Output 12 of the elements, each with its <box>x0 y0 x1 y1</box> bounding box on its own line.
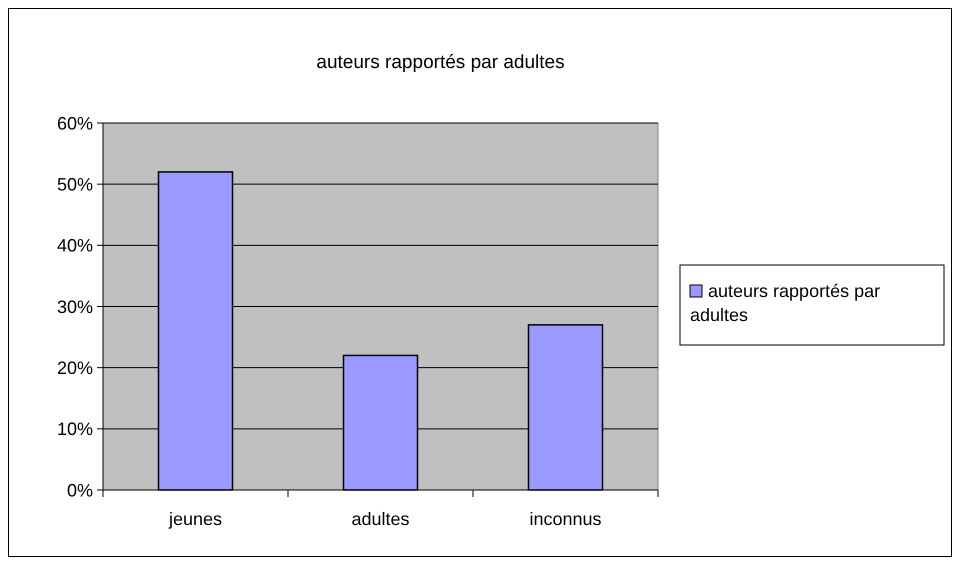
y-tick-label: 40% <box>56 236 93 256</box>
y-tick-label: 0% <box>66 480 93 500</box>
chart-title: auteurs rapportés par adultes <box>316 52 565 73</box>
y-tick-label: 20% <box>56 358 93 378</box>
x-tick-label: jeunes <box>168 509 222 529</box>
x-tick-label: adultes <box>351 509 410 529</box>
y-tick-label: 50% <box>56 174 93 194</box>
x-tick-label: inconnus <box>529 509 602 529</box>
y-tick-label: 30% <box>56 296 93 317</box>
y-tick-label: 60% <box>56 113 93 134</box>
y-tick-label: 10% <box>56 419 93 440</box>
legend-label: auteurs rapportés par adultes <box>690 281 880 325</box>
